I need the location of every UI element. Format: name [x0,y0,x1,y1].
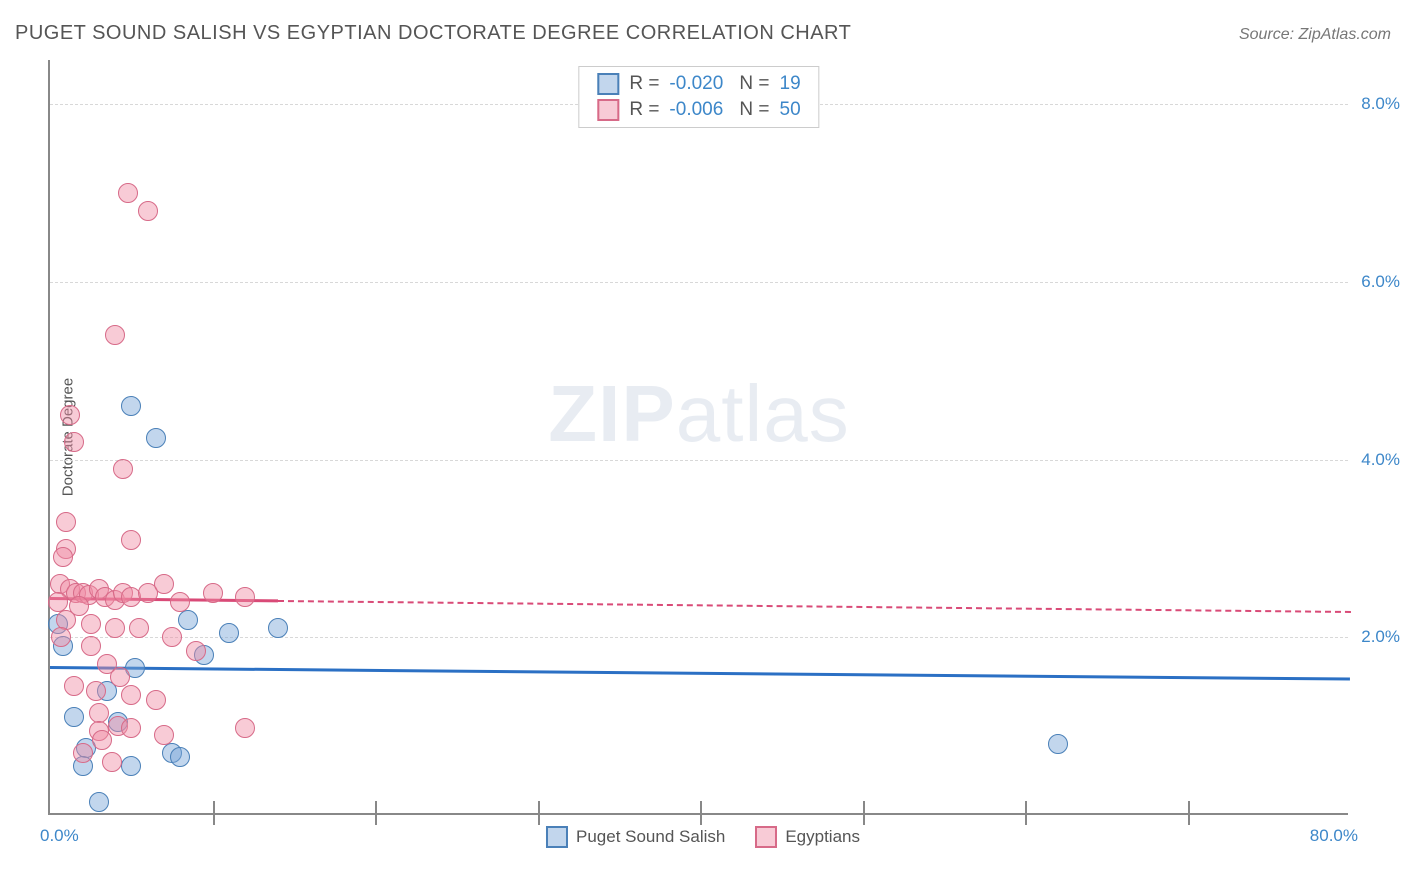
data-point-egyptians [129,618,149,638]
data-point-egyptians [51,627,71,647]
data-point-salish [146,428,166,448]
data-point-salish [121,396,141,416]
gridline [50,282,1348,283]
data-point-egyptians [154,725,174,745]
data-point-egyptians [102,752,122,772]
x-axis-min-label: 0.0% [40,826,79,846]
data-point-salish [178,610,198,630]
x-axis-max-label: 80.0% [1310,826,1358,846]
data-point-egyptians [86,681,106,701]
data-point-egyptians [110,667,130,687]
data-point-egyptians [92,730,112,750]
stat-r-label: R = [629,73,659,95]
data-point-egyptians [154,574,174,594]
data-point-egyptians [121,685,141,705]
legend-label: Puget Sound Salish [576,827,725,847]
data-point-egyptians [105,618,125,638]
data-point-egyptians [118,183,138,203]
y-tick-label: 2.0% [1361,627,1400,647]
data-point-salish [64,707,84,727]
chart-title: PUGET SOUND SALISH VS EGYPTIAN DOCTORATE… [15,22,851,45]
x-tick [213,813,215,825]
data-point-egyptians [146,690,166,710]
data-point-egyptians [121,530,141,550]
x-tick-inner [538,801,540,813]
watermark: ZIPatlas [548,368,849,460]
data-point-egyptians [186,641,206,661]
data-point-egyptians [105,325,125,345]
data-point-egyptians [235,718,255,738]
data-point-salish [170,747,190,767]
legend-label: Egyptians [785,827,860,847]
data-point-salish [219,623,239,643]
x-tick [1188,813,1190,825]
trendline-salish [50,666,1350,681]
data-point-egyptians [73,743,93,763]
stats-row-egyptians: R = -0.006 N = 50 [597,99,800,121]
trendline-egyptians-dashed [277,600,1350,613]
bottom-legend: Puget Sound Salish Egyptians [546,826,860,848]
stat-n-label: N = [739,99,769,121]
legend-item: Egyptians [755,826,860,848]
x-tick [375,813,377,825]
data-point-egyptians [64,432,84,452]
chart-source: Source: ZipAtlas.com [1239,26,1391,44]
data-point-egyptians [138,201,158,221]
x-tick [700,813,702,825]
stat-r-value: -0.006 [669,99,729,121]
data-point-egyptians [53,547,73,567]
gridline [50,460,1348,461]
data-point-egyptians [162,627,182,647]
data-point-egyptians [121,718,141,738]
chart-header: PUGET SOUND SALISH VS EGYPTIAN DOCTORATE… [15,22,1391,45]
data-point-egyptians [81,614,101,634]
legend-swatch [546,826,568,848]
data-point-egyptians [69,596,89,616]
data-point-salish [1048,734,1068,754]
data-point-egyptians [64,676,84,696]
data-point-egyptians [113,459,133,479]
stat-r-label: R = [629,99,659,121]
data-point-salish [89,792,109,812]
swatch-salish [597,73,619,95]
plot-area: Doctorate Degree ZIPatlas 2.0%4.0%6.0%8.… [48,60,1348,815]
data-point-salish [268,618,288,638]
swatch-egyptians [597,99,619,121]
x-tick-inner [213,801,215,813]
data-point-egyptians [235,587,255,607]
legend-swatch [755,826,777,848]
x-tick-inner [1188,801,1190,813]
legend-item: Puget Sound Salish [546,826,725,848]
stat-r-value: -0.020 [669,73,729,95]
stats-row-salish: R = -0.020 N = 19 [597,73,800,95]
y-tick-label: 8.0% [1361,94,1400,114]
x-tick [863,813,865,825]
stats-legend: R = -0.020 N = 19 R = -0.006 N = 50 [578,66,819,128]
data-point-egyptians [170,592,190,612]
y-tick-label: 6.0% [1361,272,1400,292]
y-tick-label: 4.0% [1361,450,1400,470]
data-point-egyptians [60,405,80,425]
x-tick [538,813,540,825]
x-tick-inner [375,801,377,813]
data-point-egyptians [203,583,223,603]
data-point-egyptians [48,592,68,612]
data-point-egyptians [56,512,76,532]
stat-n-label: N = [739,73,769,95]
x-tick-inner [863,801,865,813]
x-tick-inner [700,801,702,813]
data-point-egyptians [81,636,101,656]
gridline [50,637,1348,638]
stat-n-value: 50 [780,99,801,121]
x-tick [1025,813,1027,825]
stat-n-value: 19 [780,73,801,95]
x-tick-inner [1025,801,1027,813]
data-point-salish [121,756,141,776]
